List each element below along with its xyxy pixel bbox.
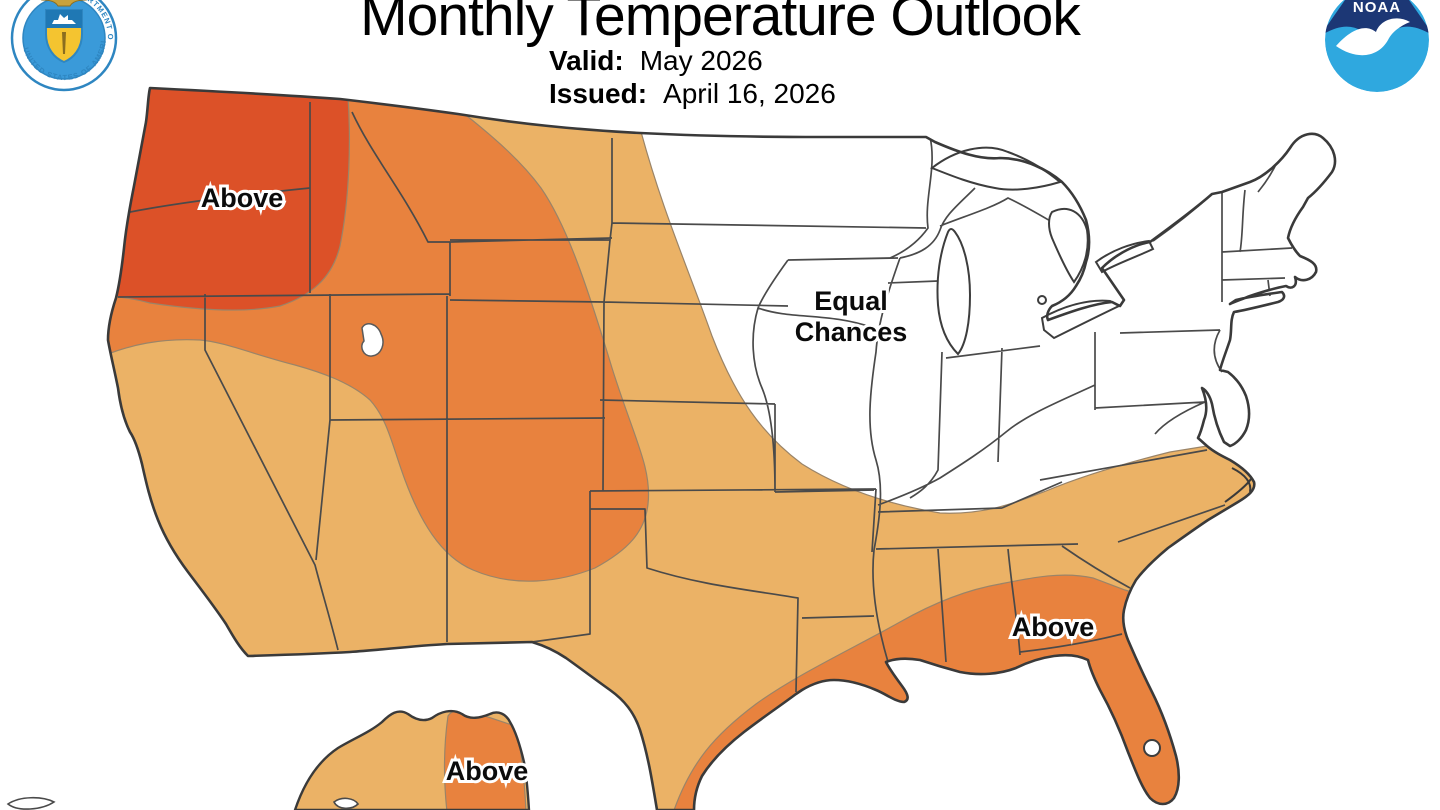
alaska-above-band xyxy=(443,711,527,810)
issue-block: Valid: May 2026 Issued: April 16, 2026 xyxy=(549,44,836,110)
valid-row: Valid: May 2026 xyxy=(549,44,836,77)
lake-huron xyxy=(1048,207,1089,284)
lake-st-clair xyxy=(1037,295,1047,305)
noaa-wordmark: NOAA xyxy=(1353,0,1401,16)
state-borders xyxy=(117,102,1293,693)
lake-ontario xyxy=(1094,239,1155,274)
alaska-inset xyxy=(6,709,531,810)
valid-value: May 2026 xyxy=(639,45,763,76)
label-equal-chances-line2: Chances xyxy=(795,317,908,347)
label-above-southeast: Above xyxy=(1012,612,1095,642)
noaa-seagull-icon xyxy=(1336,18,1410,56)
noaa-logo: NOAA xyxy=(1325,0,1429,92)
issued-label: Issued: xyxy=(549,78,648,109)
lake-michigan xyxy=(936,228,972,356)
label-above-alaska: Above xyxy=(446,756,529,786)
outer-banks xyxy=(1224,467,1252,503)
page-title: Monthly Temperature Outlook xyxy=(360,0,1081,48)
region-above-high-pnw xyxy=(108,88,351,311)
seal-shield xyxy=(45,9,83,64)
alaska-islands xyxy=(6,796,360,810)
seal-ship-icon xyxy=(52,14,76,24)
commerce-seal-logo: DEPARTMENT OF COMMERCE UNITED STATES OF … xyxy=(6,0,118,92)
lake-okeechobee xyxy=(1143,739,1161,757)
seal-lighthouse-icon xyxy=(62,32,66,54)
label-equal-chances-line1: Equal xyxy=(814,286,888,316)
label-above-northwest: Above xyxy=(201,183,284,213)
seal-eagle-icon xyxy=(41,0,87,7)
issued-row: Issued: April 16, 2026 xyxy=(549,77,836,110)
issued-value: April 16, 2026 xyxy=(663,78,836,109)
great-salt-lake xyxy=(361,323,384,357)
valid-label: Valid: xyxy=(549,45,624,76)
